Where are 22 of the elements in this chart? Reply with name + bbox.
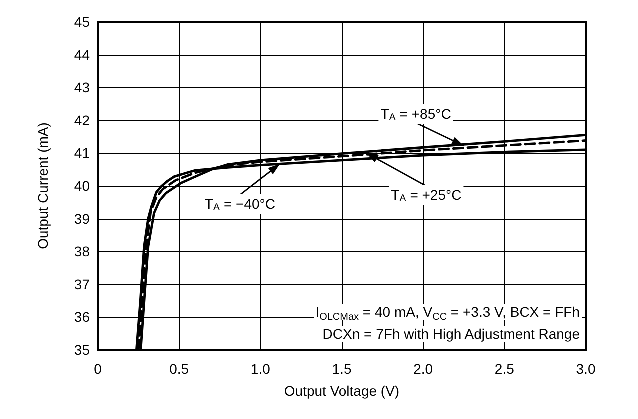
annotation: I$_{OLCMax}$ = 40 mA, V$_{CC}$ = +3.3 V, BCX = FFh [314,304,582,323]
x-tick-label: 0 [94,361,102,377]
y-tick-label: 44 [74,46,90,63]
y-tick-label: 41 [74,145,90,162]
x-tick-label: 1.0 [250,361,271,377]
x-tick-label: 0.5 [170,361,190,377]
y-tick-label: 37 [74,276,90,292]
x-tick-label: 3.0 [576,361,596,377]
x-axis-title: Output Voltage (V) [284,383,400,399]
annotation: DCXn = 7Fh with High Adjustment Range [320,326,582,342]
y-tick-label: 38 [74,244,90,260]
x-tick-label: 1.5 [332,361,352,377]
y-tick-label: 36 [74,309,90,326]
y-tick-label: 39 [74,210,90,227]
y-tick-label: 43 [74,80,90,96]
y-tick-label: 42 [74,112,90,128]
x-tick-label: 2.5 [494,361,515,377]
y-axis-title: Output Current (mA) [35,122,51,250]
x-tick-label: 2.0 [414,361,434,377]
y-tick-label: 35 [74,342,90,358]
y-tick-label: 40 [74,178,90,194]
y-tick-label: 45 [74,14,90,30]
